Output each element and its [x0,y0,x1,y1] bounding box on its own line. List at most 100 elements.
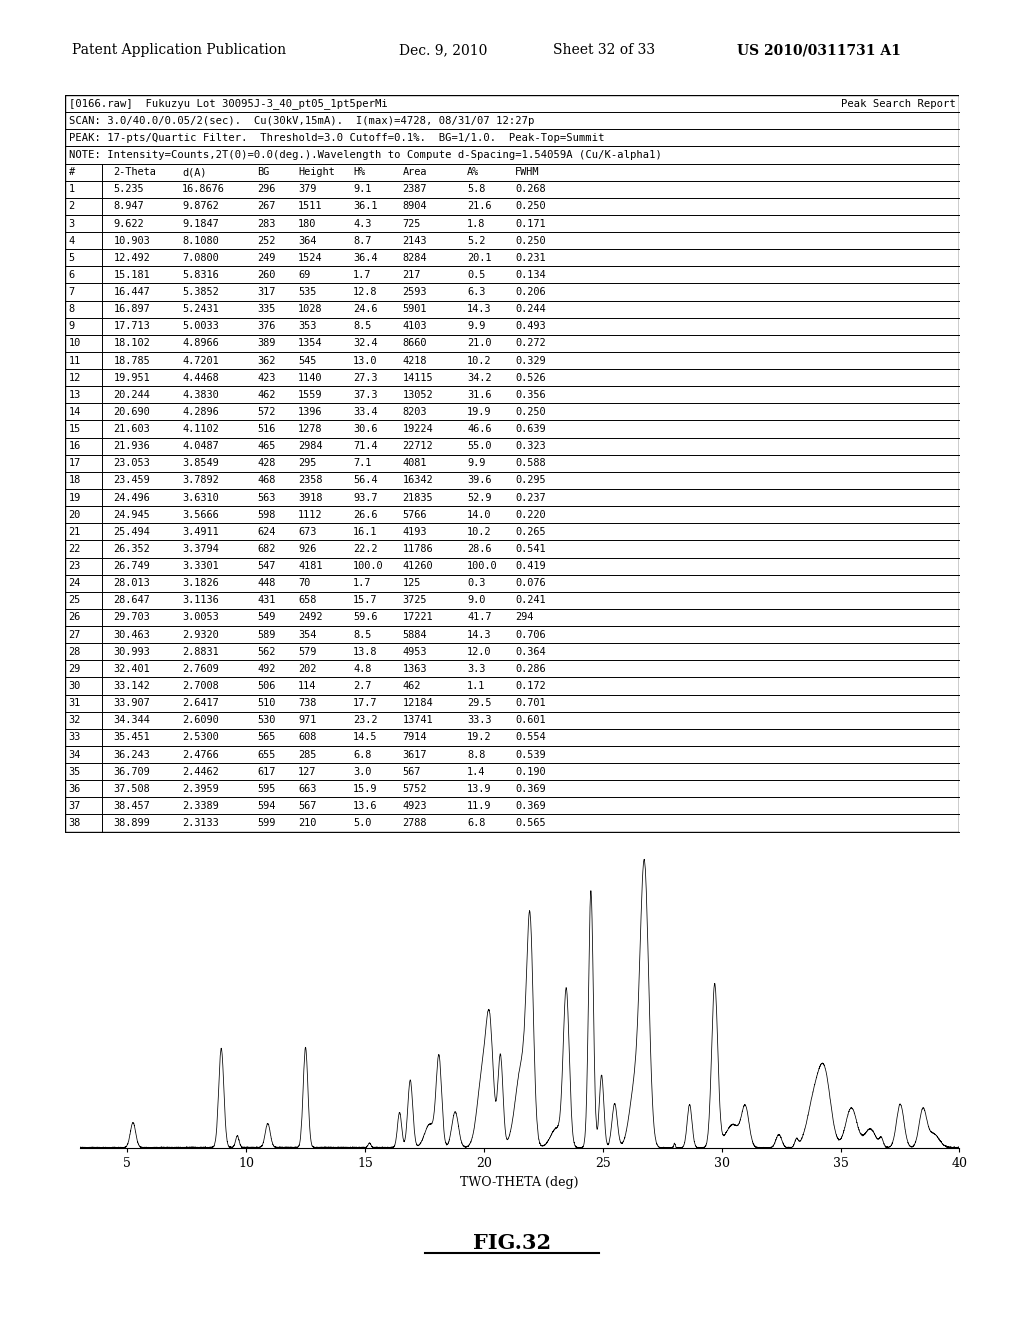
Text: 12: 12 [69,372,81,383]
Text: 2.3389: 2.3389 [182,801,219,810]
Text: 0.5: 0.5 [467,269,485,280]
Text: 39.6: 39.6 [467,475,492,486]
Text: Area: Area [402,168,427,177]
Text: FWHM: FWHM [515,168,540,177]
Text: 563: 563 [257,492,275,503]
Text: 4.1102: 4.1102 [182,424,219,434]
Text: 3617: 3617 [402,750,427,759]
Text: 658: 658 [298,595,316,606]
Text: 4.3: 4.3 [353,219,372,228]
Text: 25: 25 [69,595,81,606]
Text: 3.5666: 3.5666 [182,510,219,520]
Text: 26.749: 26.749 [114,561,151,572]
Text: 0.171: 0.171 [515,219,546,228]
Text: 8660: 8660 [402,338,427,348]
Text: 27.3: 27.3 [353,372,378,383]
Text: 0.3: 0.3 [467,578,485,589]
Text: 547: 547 [257,561,275,572]
Text: 34.344: 34.344 [114,715,151,725]
Text: 362: 362 [257,355,275,366]
Text: 1363: 1363 [402,664,427,675]
Text: 15.7: 15.7 [353,595,378,606]
Text: 33: 33 [69,733,81,742]
Text: 20: 20 [69,510,81,520]
Text: 448: 448 [257,578,275,589]
Text: 8: 8 [69,304,75,314]
Text: 8203: 8203 [402,407,427,417]
Text: 17: 17 [69,458,81,469]
Text: 9.1847: 9.1847 [182,219,219,228]
Text: 267: 267 [257,202,275,211]
Text: Patent Application Publication: Patent Application Publication [72,44,286,57]
Text: 21: 21 [69,527,81,537]
Text: 1396: 1396 [298,407,323,417]
Text: 0.588: 0.588 [515,458,546,469]
Text: 545: 545 [298,355,316,366]
Text: Peak Search Report: Peak Search Report [841,99,955,108]
Text: 13.0: 13.0 [353,355,378,366]
Text: 4.8966: 4.8966 [182,338,219,348]
Text: 93.7: 93.7 [353,492,378,503]
Text: 23.459: 23.459 [114,475,151,486]
Text: 462: 462 [402,681,421,690]
Text: 354: 354 [298,630,316,640]
Text: 595: 595 [257,784,275,793]
Text: 4.8: 4.8 [353,664,372,675]
Text: 30.993: 30.993 [114,647,151,657]
Text: 34.2: 34.2 [467,372,492,383]
Text: 506: 506 [257,681,275,690]
Text: #: # [69,168,75,177]
Text: 2.6417: 2.6417 [182,698,219,708]
Text: 971: 971 [298,715,316,725]
Text: 26.352: 26.352 [114,544,151,554]
Text: 8.8: 8.8 [467,750,485,759]
Text: 10: 10 [69,338,81,348]
Text: 0.231: 0.231 [515,252,546,263]
Text: 32: 32 [69,715,81,725]
Text: 33.3: 33.3 [467,715,492,725]
Text: 5.235: 5.235 [114,185,144,194]
Text: 38: 38 [69,818,81,828]
Text: 0.237: 0.237 [515,492,546,503]
Text: 3.3794: 3.3794 [182,544,219,554]
Text: 4081: 4081 [402,458,427,469]
Text: 1524: 1524 [298,252,323,263]
Text: 5766: 5766 [402,510,427,520]
Text: 34: 34 [69,750,81,759]
Text: 5901: 5901 [402,304,427,314]
Text: SCAN: 3.0/40.0/0.05/2(sec).  Cu(30kV,15mA).  I(max)=4728, 08/31/07 12:27p: SCAN: 3.0/40.0/0.05/2(sec). Cu(30kV,15mA… [69,116,534,125]
Text: 0.241: 0.241 [515,595,546,606]
Text: 3.0: 3.0 [353,767,372,776]
Text: 30: 30 [69,681,81,690]
Text: 0.250: 0.250 [515,236,546,246]
Text: 549: 549 [257,612,275,623]
Text: 17.713: 17.713 [114,321,151,331]
Text: 5.2: 5.2 [467,236,485,246]
Text: 19224: 19224 [402,424,433,434]
Text: 0.554: 0.554 [515,733,546,742]
Text: 16: 16 [69,441,81,451]
Text: 530: 530 [257,715,275,725]
Text: 0.250: 0.250 [515,202,546,211]
Text: 16.1: 16.1 [353,527,378,537]
Text: 4.0487: 4.0487 [182,441,219,451]
Text: 428: 428 [257,458,275,469]
Text: A%: A% [467,168,479,177]
Text: 31: 31 [69,698,81,708]
Text: Dec. 9, 2010: Dec. 9, 2010 [399,44,487,57]
Text: 2593: 2593 [402,286,427,297]
Text: 1278: 1278 [298,424,323,434]
Text: 210: 210 [298,818,316,828]
Text: FIG.32: FIG.32 [473,1233,551,1254]
Text: 33.142: 33.142 [114,681,151,690]
Text: 598: 598 [257,510,275,520]
Text: 0.206: 0.206 [515,286,546,297]
Text: 3.1826: 3.1826 [182,578,219,589]
Text: 55.0: 55.0 [467,441,492,451]
Text: 36.243: 36.243 [114,750,151,759]
Text: 24.945: 24.945 [114,510,151,520]
Text: 3: 3 [69,219,75,228]
Text: 294: 294 [515,612,534,623]
Text: 7.0800: 7.0800 [182,252,219,263]
Text: 9: 9 [69,321,75,331]
